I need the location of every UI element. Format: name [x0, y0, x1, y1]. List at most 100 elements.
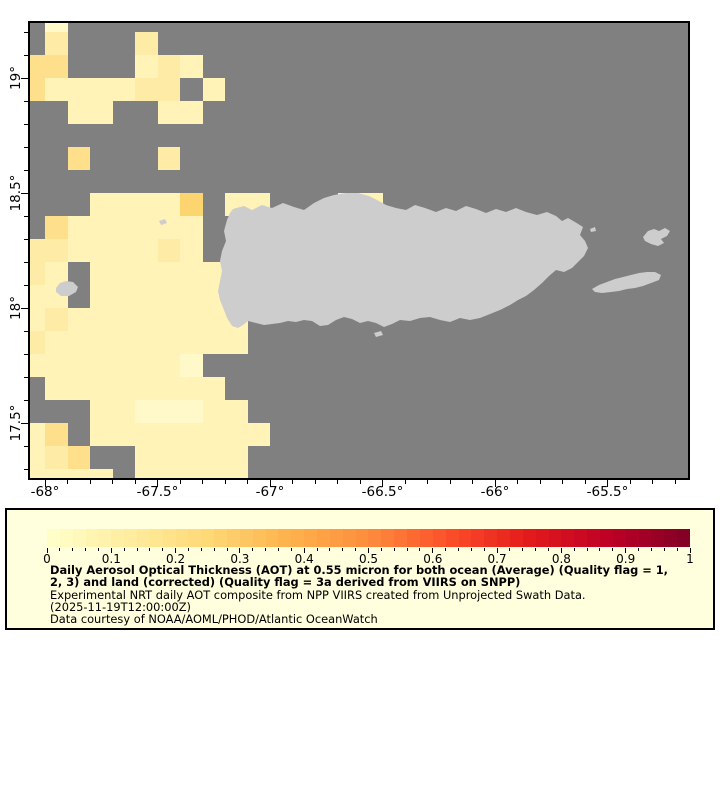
x-axis-minor-tick — [359, 480, 361, 484]
cayo-ne-island — [590, 227, 596, 232]
colorbar-segment — [522, 529, 536, 547]
colorbar-tick-label: 0 — [43, 552, 51, 566]
y-axis-major-tick — [21, 307, 28, 309]
aot-cell — [202, 377, 225, 400]
aot-cell — [135, 331, 158, 354]
aot-cell — [45, 216, 68, 239]
colorbar-segment — [355, 529, 369, 547]
aot-cell — [112, 354, 135, 377]
x-axis-minor-tick — [337, 480, 338, 484]
aot-cell — [90, 377, 113, 400]
aot-cell — [135, 469, 158, 478]
aot-cell — [180, 55, 203, 78]
x-axis-minor-tick — [449, 480, 451, 484]
y-axis-minor-tick — [24, 100, 28, 102]
colorbar-segment — [432, 529, 446, 547]
colorbar-tick-label: 0.9 — [616, 552, 636, 566]
colorbar-minor-tick — [72, 548, 74, 551]
y-axis-minor-tick — [24, 445, 28, 447]
aot-cell — [30, 354, 45, 377]
colorbar-tick-label: 0.2 — [166, 552, 186, 566]
aot-cell — [45, 32, 68, 55]
aot-cell — [180, 308, 203, 331]
x-axis-minor-tick — [584, 480, 586, 484]
colorbar-minor-tick — [342, 548, 344, 551]
colorbar-minor-tick — [162, 548, 164, 551]
aot-cell — [180, 446, 203, 469]
colorbar-segment — [137, 529, 150, 547]
aot-cell — [157, 78, 180, 101]
aot-cell — [157, 377, 180, 400]
aot-cell — [135, 308, 158, 331]
colorbar-segment — [561, 529, 575, 547]
colorbar-major-tick — [110, 548, 112, 553]
x-axis-minor-tick — [562, 480, 563, 484]
colorbar-minor-tick — [187, 548, 189, 551]
colorbar-segment — [124, 529, 138, 547]
colorbar-minor-tick — [380, 548, 382, 551]
y-axis-major-tick — [21, 77, 28, 79]
colorbar-minor-tick — [277, 548, 279, 551]
colorbar-major-tick — [46, 548, 48, 553]
islands-layer — [56, 193, 670, 337]
y-axis-minor-tick — [24, 31, 28, 33]
aot-cell — [45, 423, 68, 446]
aot-cell — [90, 193, 113, 216]
puerto-rico-island — [218, 193, 588, 328]
aot-cell — [90, 262, 113, 285]
colorbar-minor-tick — [419, 548, 421, 551]
colorbar-tick-label: 0.4 — [294, 552, 314, 566]
colorbar-minor-tick — [483, 548, 485, 551]
x-axis-minor-tick — [134, 480, 136, 484]
aot-cell — [45, 354, 68, 377]
aot-cell — [180, 239, 203, 262]
x-axis-minor-tick — [629, 480, 631, 484]
aot-cell — [67, 446, 90, 469]
x-axis-minor-tick — [224, 480, 226, 484]
colorbar-segment — [381, 529, 395, 547]
aot-cell — [135, 377, 158, 400]
aot-cell — [157, 446, 180, 469]
aot-cell — [157, 308, 180, 331]
colorbar-segment — [458, 529, 472, 547]
aot-cell — [202, 446, 225, 469]
aot-cell — [90, 308, 113, 331]
map-plot — [28, 21, 690, 480]
colorbar-segment — [638, 529, 652, 547]
x-tick-label: -67.5° — [136, 484, 179, 500]
y-axis-minor-tick — [24, 284, 28, 286]
colorbar-minor-tick — [638, 548, 640, 551]
desecheo-island — [159, 219, 167, 225]
aot-cell — [30, 446, 45, 469]
x-axis-minor-tick — [404, 480, 406, 484]
colorbar-segment — [149, 529, 163, 547]
colorbar-tick-label: 0.3 — [230, 552, 250, 566]
aot-cell — [67, 101, 90, 124]
aot-cell — [180, 377, 203, 400]
colorbar-major-tick — [303, 548, 305, 553]
legend-title-line-1: Daily Aerosol Optical Thickness (AOT) at… — [50, 563, 669, 577]
colorbar-segment — [587, 529, 600, 547]
colorbar-minor-tick — [316, 548, 318, 551]
aot-cell — [112, 239, 135, 262]
aot-cell — [202, 308, 225, 331]
aot-cell — [135, 239, 158, 262]
legend-text: Daily Aerosol Optical Thickness (AOT) at… — [50, 563, 703, 626]
colorbar-segment — [574, 529, 588, 547]
aot-cell — [112, 193, 135, 216]
colorbar-segment — [162, 529, 176, 547]
aot-cell — [67, 377, 90, 400]
x-axis-major-tick — [494, 480, 496, 487]
aot-cell — [135, 55, 158, 78]
colorbar-minor-tick — [265, 548, 267, 551]
aot-cell — [30, 262, 45, 285]
aot-cell — [45, 377, 68, 400]
aot-cell — [157, 262, 180, 285]
aot-cell — [112, 78, 135, 101]
aot-cell — [135, 423, 158, 446]
colorbar-minor-tick — [355, 548, 357, 551]
culebra-island — [643, 228, 670, 246]
aot-cell — [45, 55, 68, 78]
colorbar-minor-tick — [149, 548, 151, 551]
aot-cell — [30, 285, 45, 308]
